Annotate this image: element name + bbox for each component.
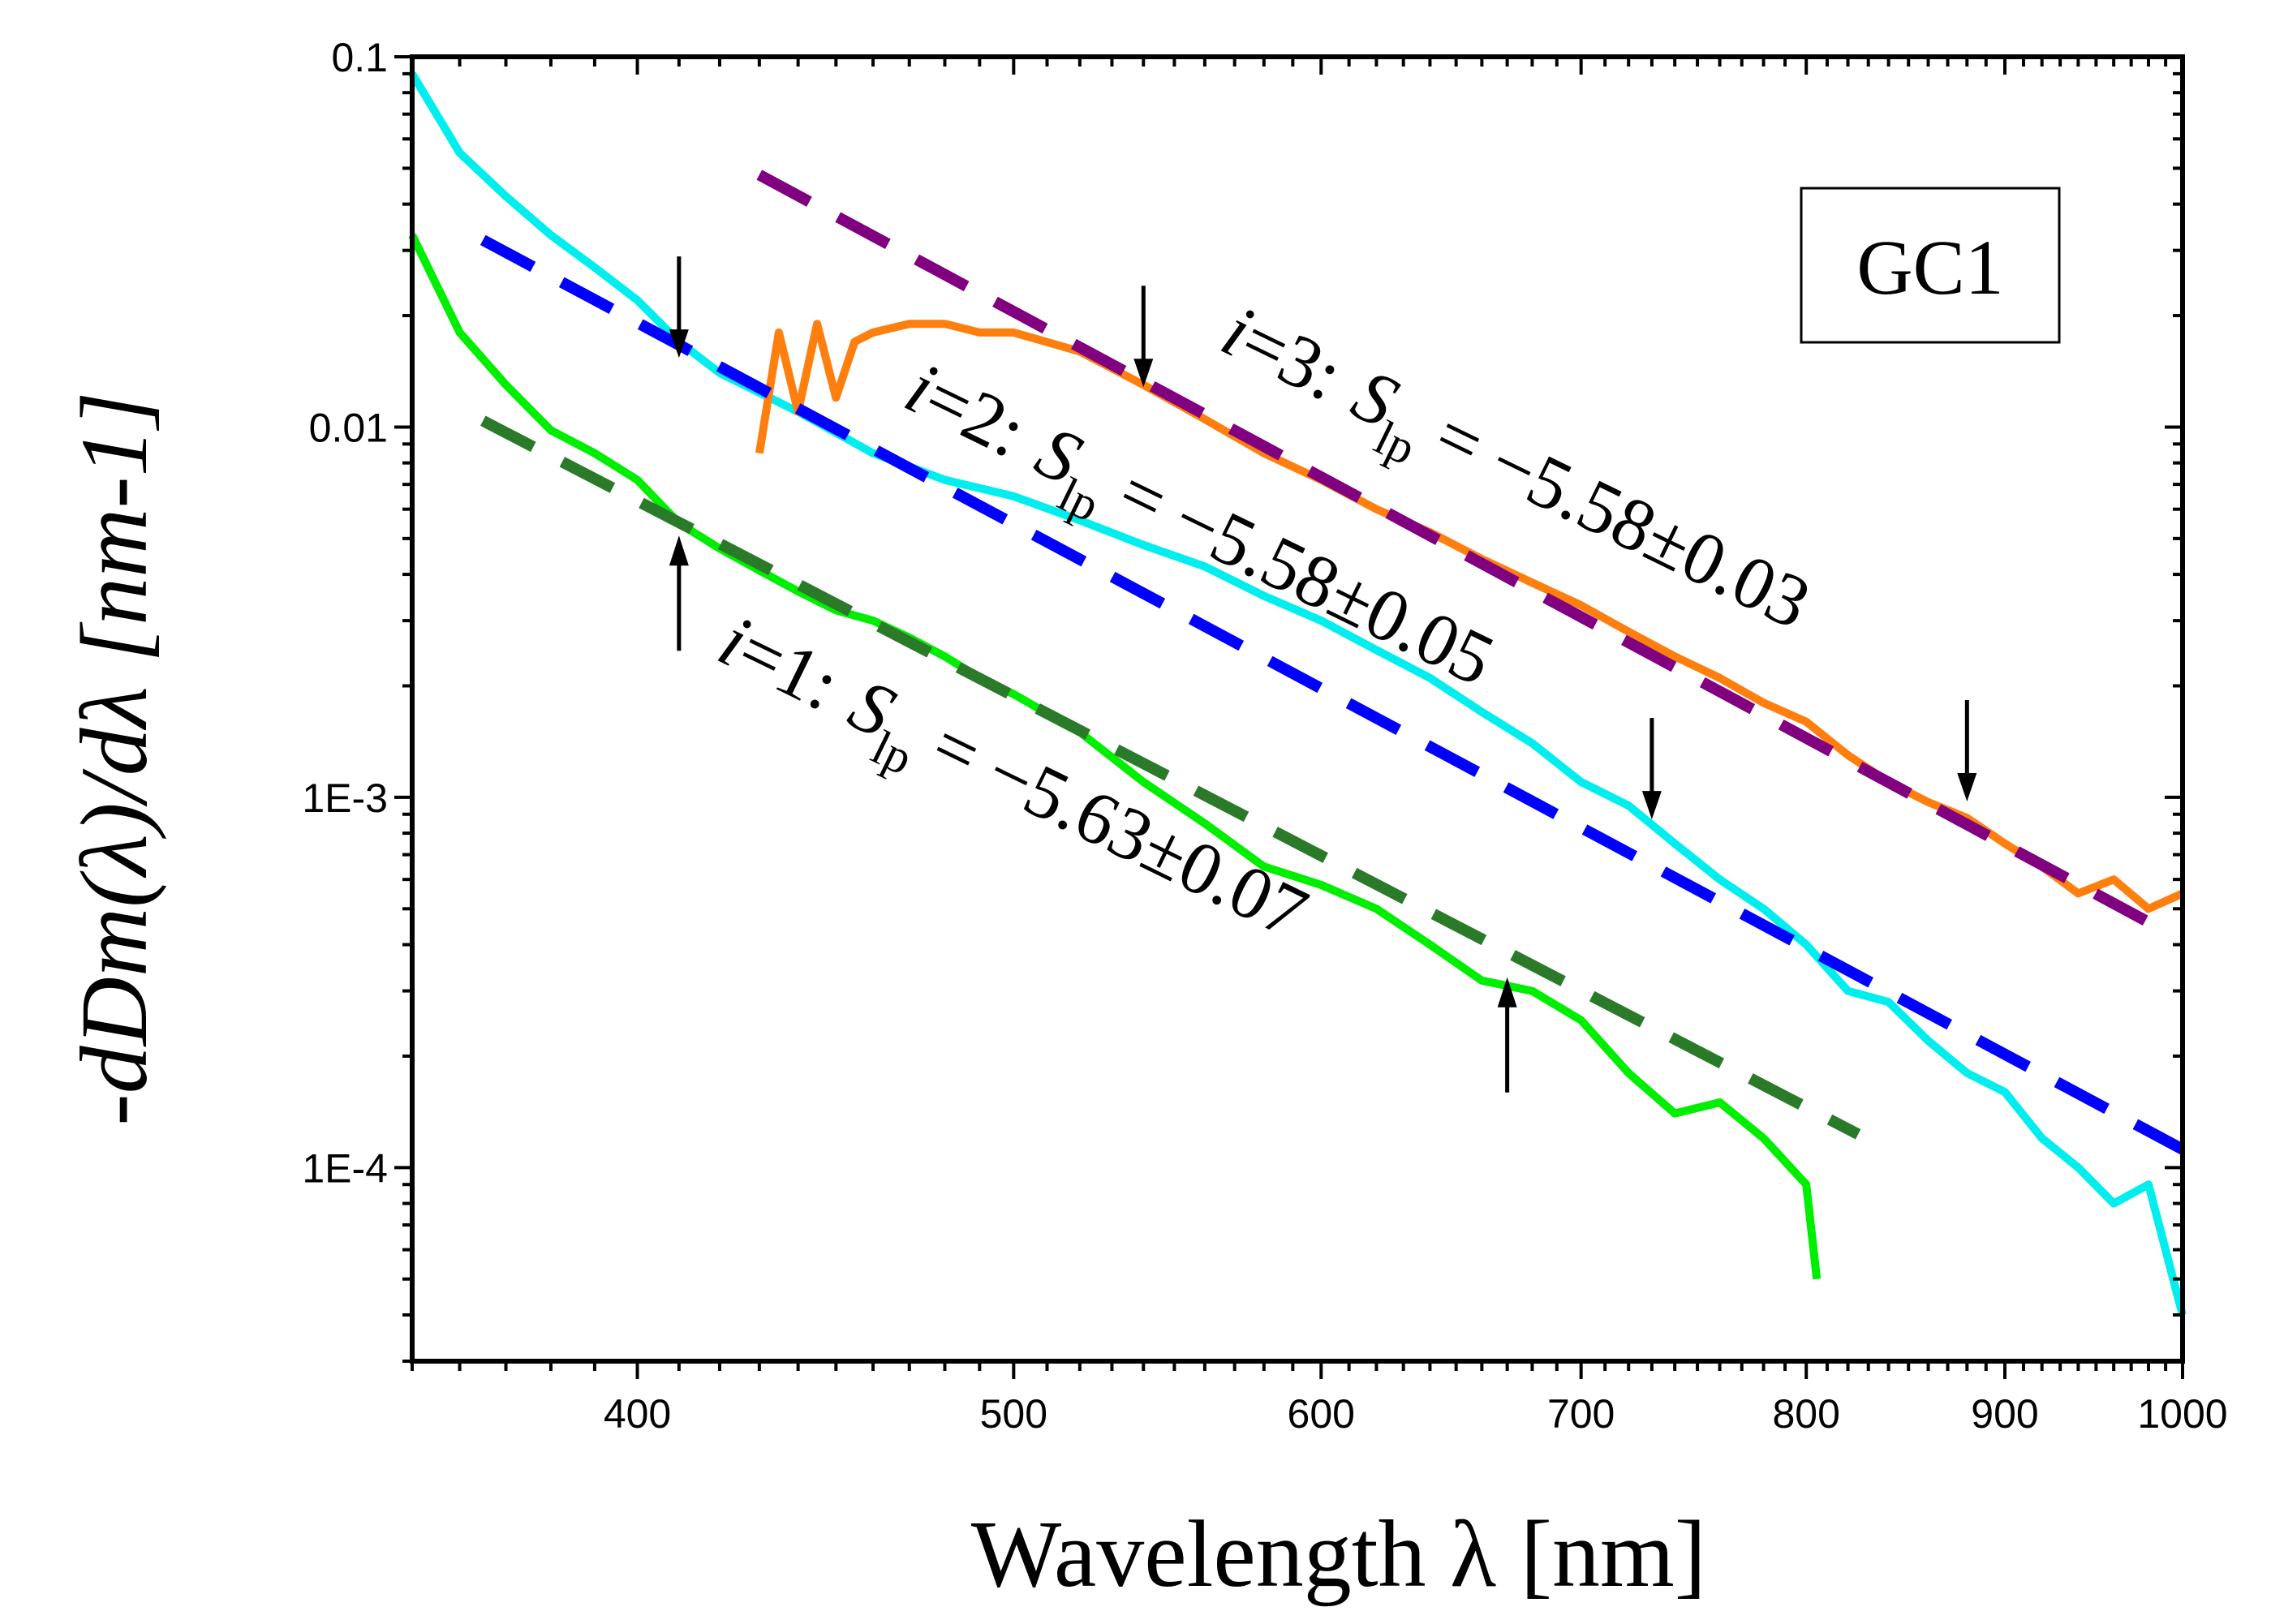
data-point xyxy=(2041,1137,2043,1139)
data-point xyxy=(1204,823,1206,824)
axis-ticks xyxy=(394,55,2184,1379)
arrow-head xyxy=(1133,359,1154,388)
data-point xyxy=(1805,721,1807,723)
data-point xyxy=(1263,595,1265,597)
arrow-1 xyxy=(669,256,689,359)
annotation-i1: i=1:Slp= −5.63±0.07 xyxy=(699,599,1320,969)
arrow-head xyxy=(669,329,689,359)
data-point xyxy=(1719,677,1721,679)
y-tick-label: 0.01 xyxy=(309,405,388,450)
data-point xyxy=(550,429,552,431)
data-point xyxy=(778,332,780,333)
data-point xyxy=(459,332,461,333)
fit-line-2 xyxy=(480,234,2186,1155)
fit-line-1 xyxy=(480,415,1861,1140)
data-point xyxy=(2148,1184,2149,1185)
data-point xyxy=(2004,843,2006,844)
data-point xyxy=(1531,582,1533,583)
arrow-6 xyxy=(1957,700,1977,802)
arrow-2 xyxy=(1133,286,1154,388)
data-point xyxy=(1375,649,1377,651)
arrow-head xyxy=(1497,977,1517,1007)
data-point xyxy=(594,267,596,269)
data-point xyxy=(550,234,552,236)
data-point xyxy=(505,195,506,197)
data-point xyxy=(1531,990,1533,992)
data-point xyxy=(2077,892,2079,894)
arrow-head xyxy=(669,535,689,566)
y-axis-title: -dDm(λ)/dλ [nm-1] xyxy=(61,391,167,1125)
svg-text:i=1:Slp= −5.63±0.07: i=1:Slp= −5.63±0.07 xyxy=(699,599,1320,969)
x-axis-title: Wavelength λ [nm] xyxy=(971,1501,1706,1607)
data-point xyxy=(872,332,874,333)
data-point xyxy=(1204,565,1206,567)
data-point xyxy=(1763,702,1765,703)
data-point xyxy=(1805,1184,1807,1185)
data-point xyxy=(979,332,980,333)
x-tick-label: 500 xyxy=(980,1391,1047,1437)
legend-label: GC1 xyxy=(1856,224,2003,311)
arrow-head xyxy=(1641,791,1662,820)
arrows xyxy=(669,256,1977,1093)
data-point xyxy=(637,299,639,301)
legend-box: GC1 xyxy=(1800,187,2061,344)
y-tick-label: 1E-3 xyxy=(302,775,388,821)
x-tick-label: 400 xyxy=(604,1391,671,1437)
data-point xyxy=(2004,1091,2006,1093)
plot-frame xyxy=(410,54,2185,1364)
data-point xyxy=(1079,519,1081,521)
data-point xyxy=(1763,1137,1765,1139)
y-tick-label: 1E-4 xyxy=(302,1145,388,1191)
x-tick-label: 700 xyxy=(1547,1391,1615,1437)
data-point xyxy=(1263,866,1265,867)
data-point xyxy=(944,655,945,657)
x-tick-label: 900 xyxy=(1971,1391,2038,1437)
data-point xyxy=(1719,879,1721,880)
series-line-1 xyxy=(408,233,1822,1280)
data-point xyxy=(1142,544,1144,546)
data-point xyxy=(944,479,945,481)
data-point xyxy=(1628,631,1629,633)
data-point xyxy=(1628,1072,1629,1074)
data-point xyxy=(637,479,639,481)
x-tick-label: 600 xyxy=(1288,1391,1355,1437)
data-point xyxy=(835,397,837,398)
x-tick-labels: 400 500 600 700 800 900 1000 xyxy=(604,1391,2228,1437)
data-point xyxy=(1805,944,1807,946)
arrow-head xyxy=(1957,773,1977,802)
data-point xyxy=(1847,990,1849,992)
data-point xyxy=(1966,1072,1968,1074)
data-point xyxy=(1142,781,1144,783)
data-point xyxy=(1320,884,1322,886)
data-point xyxy=(1013,332,1014,333)
fit-lines xyxy=(480,170,2186,1155)
data-point xyxy=(1888,1001,1890,1003)
data-point xyxy=(1928,801,1929,803)
y-tick-labels: 1E-4 1E-3 0.01 0.1 xyxy=(302,35,388,1191)
x-tick-label: 1000 xyxy=(2137,1391,2227,1437)
y-tick-label: 0.1 xyxy=(331,35,388,80)
arrow-4 xyxy=(1497,977,1517,1093)
x-tick-label: 800 xyxy=(1772,1391,1839,1437)
data-point xyxy=(1531,742,1533,744)
arrow-5 xyxy=(1641,718,1662,820)
arrow-3 xyxy=(669,535,689,651)
data-point xyxy=(1928,1040,1929,1042)
data-point xyxy=(1847,754,1849,756)
data-point xyxy=(2077,1166,2079,1168)
